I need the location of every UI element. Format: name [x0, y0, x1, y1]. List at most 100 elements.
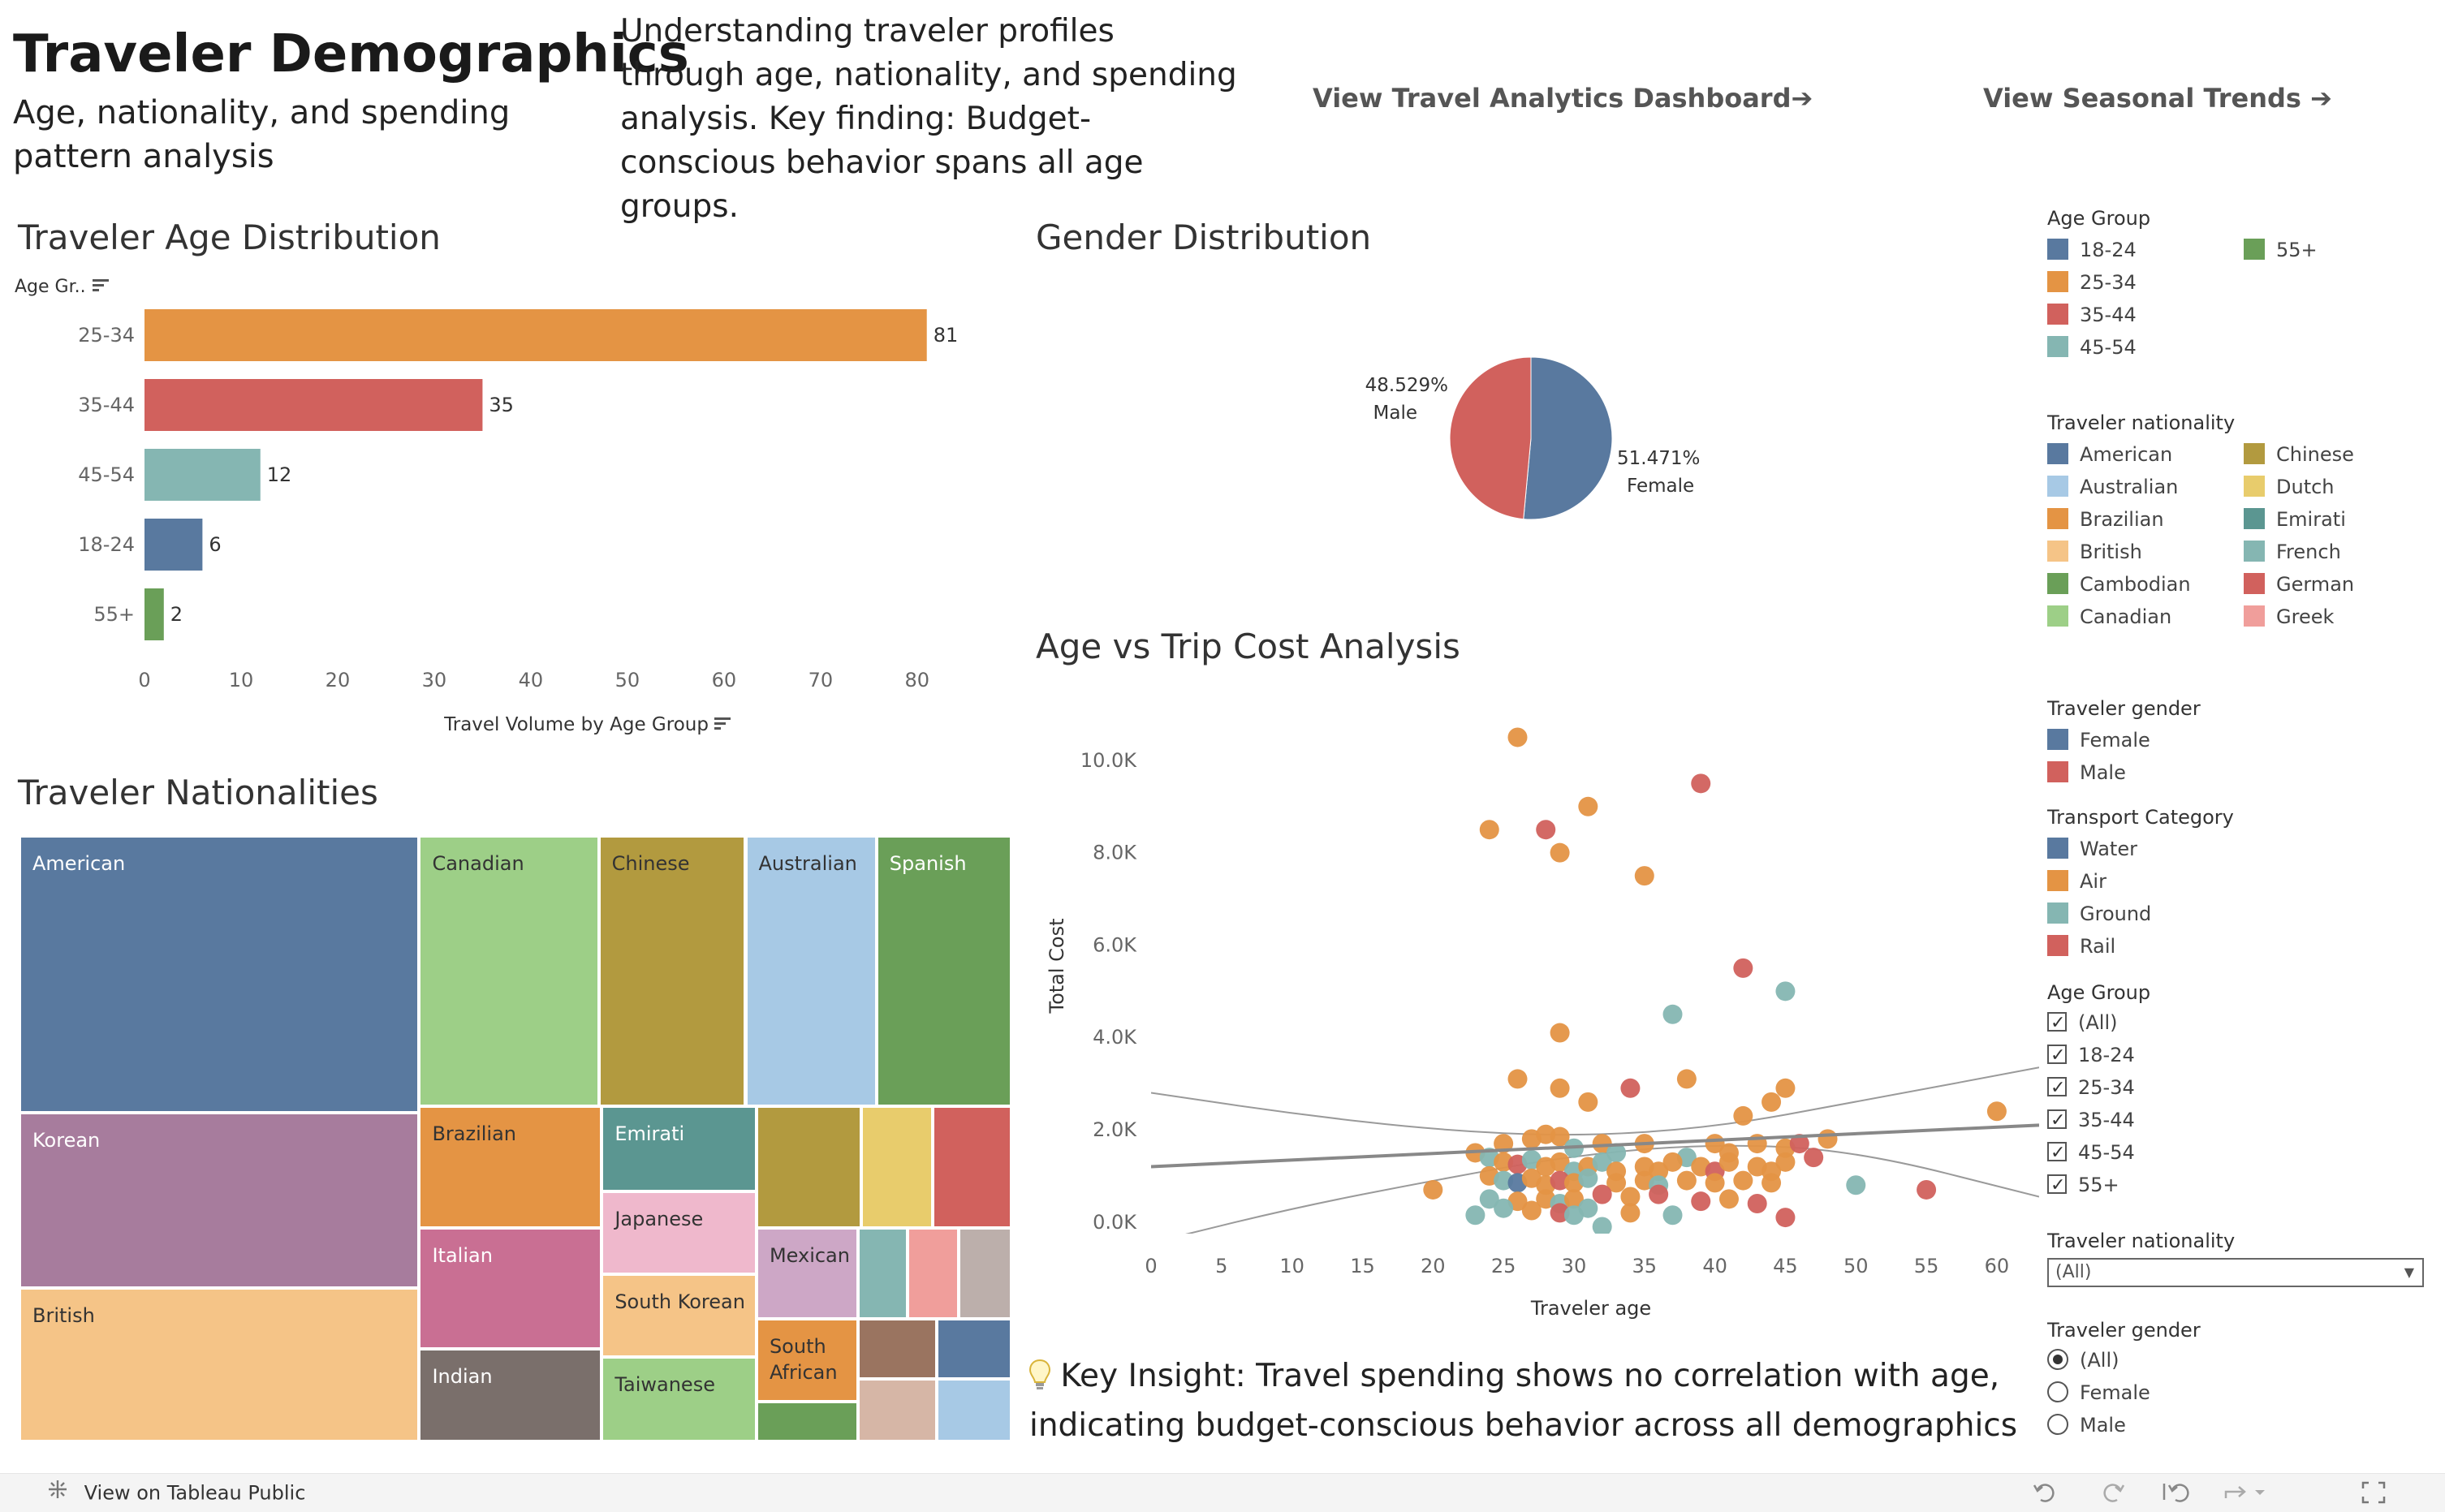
- view-on-tableau-link[interactable]: View on Tableau Public: [45, 1480, 305, 1507]
- scatter-point[interactable]: [1775, 1152, 1796, 1172]
- treemap-cell-south-korean[interactable]: South Korean: [602, 1274, 757, 1358]
- legend-item-18-24[interactable]: 18-24: [2047, 234, 2137, 266]
- scatter-point[interactable]: [1620, 1078, 1641, 1098]
- legend-item-canadian[interactable]: Canadian: [2047, 601, 2171, 633]
- treemap-cell-spanish[interactable]: Spanish: [876, 836, 1011, 1107]
- treemap-cell[interactable]: [937, 1379, 1011, 1441]
- redo-icon[interactable]: [2098, 1480, 2127, 1508]
- checkbox-checked-icon[interactable]: [2047, 1170, 2067, 1202]
- legend-item-25-34[interactable]: 25-34: [2047, 266, 2137, 299]
- treemap-cell[interactable]: [933, 1106, 1011, 1228]
- scatter-point[interactable]: [1804, 1148, 1824, 1168]
- nationality-dropdown[interactable]: (All) ▼: [2047, 1258, 2424, 1287]
- fullscreen-icon[interactable]: [2361, 1480, 2387, 1508]
- scatter-point[interactable]: [1507, 727, 1528, 747]
- scatter-point[interactable]: [1423, 1179, 1443, 1200]
- legend-item-british[interactable]: British: [2047, 536, 2142, 568]
- treemap-cell[interactable]: [756, 1401, 858, 1441]
- treemap-cell-american[interactable]: American: [19, 836, 420, 1113]
- scatter-point[interactable]: [1775, 1078, 1796, 1098]
- scatter-point[interactable]: [1578, 796, 1598, 816]
- scatter-point[interactable]: [1762, 1092, 1782, 1112]
- legend-item-french[interactable]: French: [2244, 536, 2341, 568]
- treemap-cell[interactable]: [959, 1227, 1011, 1319]
- age-bar-25-34[interactable]: [144, 309, 927, 361]
- scatter-point[interactable]: [1789, 1134, 1809, 1154]
- scatter-point[interactable]: [1733, 1105, 1753, 1126]
- treemap-cell-australian[interactable]: Australian: [745, 836, 877, 1107]
- gender-filter-option-all[interactable]: (All): [2047, 1344, 2437, 1376]
- scatter-point[interactable]: [1578, 1092, 1598, 1112]
- legend-item-cambodian[interactable]: Cambodian: [2047, 568, 2191, 601]
- legend-item-emirati[interactable]: Emirati: [2244, 503, 2346, 536]
- scatter-point[interactable]: [1762, 1173, 1782, 1193]
- radio-icon[interactable]: [2047, 1349, 2068, 1370]
- link-travel-analytics-dashboard[interactable]: View Travel Analytics Dashboard➔: [1313, 83, 1813, 114]
- revert-icon[interactable]: [2161, 1480, 2193, 1508]
- treemap-cell-south-african[interactable]: South African: [756, 1318, 858, 1402]
- scatter-point[interactable]: [1620, 1203, 1641, 1223]
- legend-item-45-54[interactable]: 45-54: [2047, 331, 2137, 364]
- link-seasonal-trends[interactable]: View Seasonal Trends ➔: [1983, 83, 2332, 114]
- checkbox-checked-icon[interactable]: [2047, 1040, 2067, 1072]
- legend-item-greek[interactable]: Greek: [2244, 601, 2334, 633]
- legend-item-55[interactable]: 55+: [2244, 234, 2318, 266]
- legend-item-australian[interactable]: Australian: [2047, 471, 2178, 503]
- scatter-point[interactable]: [1691, 1191, 1711, 1212]
- scatter-point[interactable]: [1494, 1198, 1514, 1218]
- scatter-point[interactable]: [1705, 1173, 1725, 1193]
- gender-filter-option-male[interactable]: Male: [2047, 1409, 2437, 1441]
- scatter-point[interactable]: [1662, 1205, 1683, 1226]
- sort-icon[interactable]: [93, 279, 109, 291]
- treemap-cell[interactable]: [937, 1318, 1011, 1380]
- legend-item-male[interactable]: Male: [2047, 756, 2126, 789]
- trend-line[interactable]: [1151, 1123, 2039, 1169]
- scatter-point[interactable]: [1846, 1175, 1866, 1195]
- age-filter-option-55[interactable]: 55+: [2047, 1169, 2437, 1202]
- treemap-cell-chinese[interactable]: Chinese: [598, 836, 746, 1107]
- scatter-point[interactable]: [1649, 1184, 1669, 1204]
- treemap-cell-taiwanese[interactable]: Taiwanese: [602, 1357, 757, 1441]
- radio-icon[interactable]: [2047, 1381, 2068, 1402]
- treemap-cell[interactable]: [857, 1318, 938, 1380]
- treemap-cell-emirati[interactable]: Emirati: [602, 1106, 757, 1191]
- scatter-point[interactable]: [1818, 1129, 1838, 1149]
- share-icon[interactable]: [2223, 1480, 2268, 1508]
- scatter-point[interactable]: [1563, 1189, 1584, 1209]
- scatter-point[interactable]: [1775, 981, 1796, 1002]
- age-filter-option-all[interactable]: (All): [2047, 1006, 2437, 1040]
- legend-item-american[interactable]: American: [2047, 438, 2172, 471]
- scatter-point[interactable]: [1733, 1170, 1753, 1191]
- scatter-point[interactable]: [1507, 1069, 1528, 1089]
- scatter-point[interactable]: [1662, 1004, 1683, 1024]
- scatter-point[interactable]: [1917, 1179, 1937, 1200]
- undo-icon[interactable]: [2031, 1480, 2060, 1508]
- checkbox-checked-icon[interactable]: [2047, 1072, 2067, 1105]
- scatter-point[interactable]: [1563, 1205, 1584, 1226]
- scatter-point[interactable]: [1550, 842, 1570, 863]
- scatter-point[interactable]: [1676, 1170, 1697, 1191]
- scatter-point[interactable]: [1662, 1152, 1683, 1172]
- scatter-point[interactable]: [1691, 773, 1711, 794]
- scatter-point[interactable]: [1465, 1205, 1486, 1226]
- scatter-point[interactable]: [1733, 958, 1753, 978]
- treemap-cell[interactable]: [907, 1227, 959, 1319]
- legend-item-air[interactable]: Air: [2047, 865, 2106, 898]
- scatter-point[interactable]: [1649, 1161, 1669, 1182]
- legend-item-chinese[interactable]: Chinese: [2244, 438, 2354, 471]
- checkbox-checked-icon[interactable]: [2047, 1105, 2067, 1137]
- legend-item-35-44[interactable]: 35-44: [2047, 299, 2137, 331]
- pie-slice-male[interactable]: [1449, 356, 1532, 520]
- scatter-point[interactable]: [1676, 1069, 1697, 1089]
- legend-item-female[interactable]: Female: [2047, 724, 2150, 756]
- treemap-cell[interactable]: [857, 1379, 938, 1441]
- scatter-point[interactable]: [1536, 820, 1556, 840]
- scatter-point[interactable]: [1775, 1208, 1796, 1228]
- scatter-point[interactable]: [1606, 1143, 1627, 1163]
- age-filter-option-45-54[interactable]: 45-54: [2047, 1136, 2437, 1170]
- treemap-cell-indian[interactable]: Indian: [419, 1348, 602, 1441]
- treemap-cell[interactable]: [861, 1106, 934, 1228]
- scatter-point[interactable]: [1718, 1152, 1739, 1172]
- scatter-point[interactable]: [1550, 1152, 1570, 1172]
- age-filter-option-25-34[interactable]: 25-34: [2047, 1071, 2437, 1105]
